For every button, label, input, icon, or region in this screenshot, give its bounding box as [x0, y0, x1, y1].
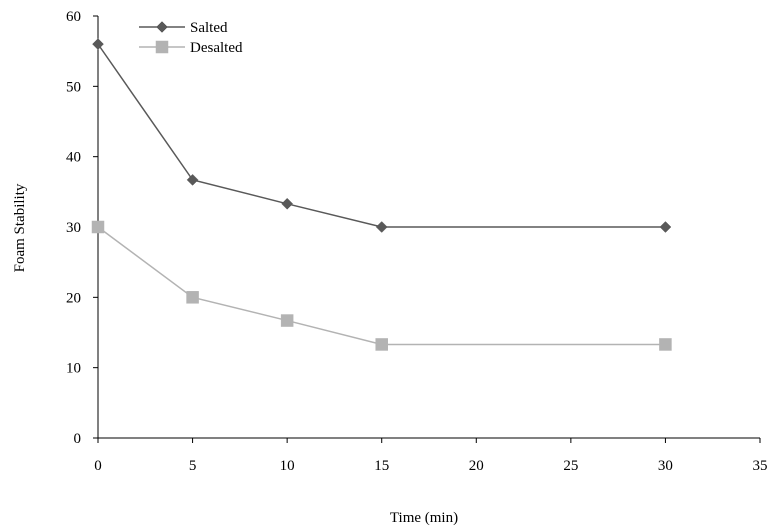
- data-point: [92, 38, 104, 50]
- y-tick-label: 40: [66, 150, 81, 166]
- series-line: [97, 43, 666, 228]
- legend-marker: [155, 40, 169, 54]
- x-tick-label: 10: [280, 458, 295, 474]
- legend: Salted Desalted: [139, 20, 243, 56]
- y-tick-label: 60: [66, 9, 81, 25]
- series-line: [97, 226, 666, 346]
- data-point: [91, 220, 105, 234]
- data-point: [186, 291, 199, 304]
- y-tick-label: 20: [66, 290, 81, 306]
- legend-label: Salted: [190, 20, 228, 36]
- legend-item: Salted: [139, 20, 228, 36]
- y-axis-title: Foam Stability: [12, 183, 28, 272]
- y-tick-label: 10: [66, 361, 81, 377]
- series-salted: [92, 38, 672, 233]
- axes: 0 10 20 30 40 50 60 0 5 10 15 20 25 30 35: [66, 9, 768, 474]
- y-tick-label: 50: [66, 79, 81, 95]
- legend-item: Desalted: [139, 40, 243, 56]
- series-desalted: [91, 220, 672, 351]
- data-point: [659, 338, 672, 351]
- data-point: [375, 221, 388, 233]
- data-point: [375, 338, 388, 351]
- y-tick-label: 30: [66, 220, 81, 236]
- legend-label: Desalted: [190, 40, 243, 56]
- x-tick-label: 20: [469, 458, 484, 474]
- plot-area: [91, 38, 672, 351]
- x-tick-label: 30: [658, 458, 673, 474]
- data-point: [186, 174, 199, 186]
- x-tick-label: 25: [563, 458, 578, 474]
- x-tick-label: 15: [374, 458, 389, 474]
- data-point: [280, 314, 294, 327]
- data-point: [281, 197, 293, 210]
- legend-marker: [156, 21, 168, 33]
- data-point: [659, 221, 672, 233]
- x-tick-label: 5: [189, 458, 197, 474]
- x-axis-title: Time (min): [390, 510, 458, 526]
- y-tick-label: 0: [74, 431, 82, 447]
- x-tick-label: 0: [94, 458, 102, 474]
- x-tick-label: 35: [753, 458, 768, 474]
